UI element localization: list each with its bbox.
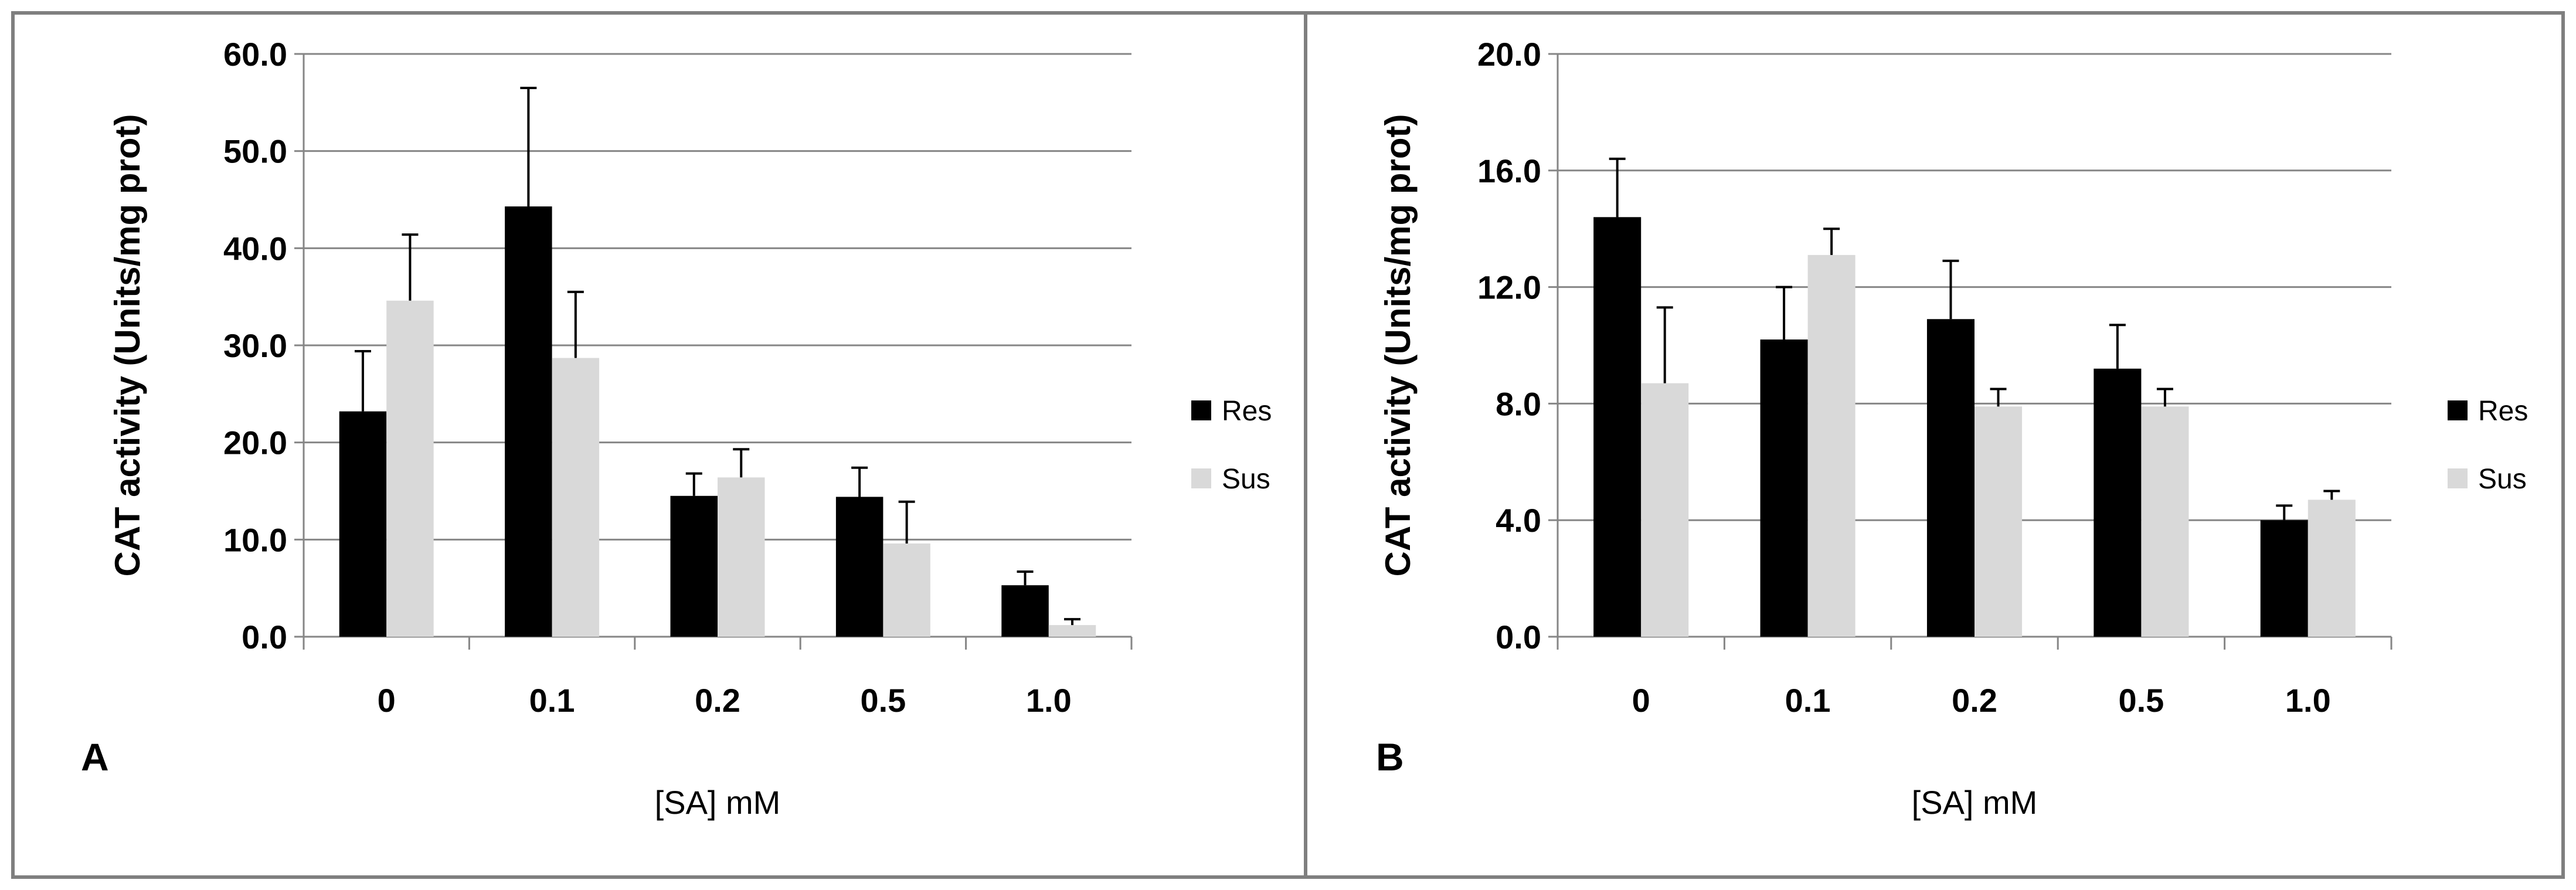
y-tick-label: 10.0	[223, 521, 287, 558]
panel-b: 0.0 4.0 8.0 12.0 16.0 20.0 0 0.1 0.2 0.5 1.0 CAT ac…	[1376, 36, 2528, 821]
bar-sus	[1807, 254, 1855, 637]
y-tick-label: 16.0	[1477, 152, 1541, 189]
x-tick-label: 0.1	[1785, 682, 1831, 719]
bar-res	[1001, 585, 1049, 637]
x-tick-label: 0	[378, 682, 396, 719]
legend-swatch-res	[1191, 400, 1211, 420]
y-tick-label: 60.0	[223, 36, 287, 73]
bar-sus	[2141, 406, 2189, 637]
y-tick-label: 0.0	[242, 619, 287, 655]
y-tick-label: 8.0	[1496, 385, 1541, 422]
bar-sus	[1641, 383, 1689, 637]
x-tick-label: 0.5	[860, 682, 906, 719]
panel-letter: A	[81, 735, 109, 779]
legend-swatch-sus	[1191, 468, 1211, 488]
bar-sus	[1048, 625, 1096, 637]
bar-res	[835, 497, 883, 637]
panel-a: 0.0 10.0 20.0 30.0 40.0 50.0 60.0 0 0.1 0.2 0.5 1.0…	[81, 36, 1272, 821]
legend-label: Sus	[1222, 464, 1270, 495]
figure-frame	[11, 11, 2565, 879]
y-tick-label: 20.0	[223, 424, 287, 461]
y-tick-label: 20.0	[1477, 36, 1541, 73]
bar-sus	[718, 477, 765, 637]
bar-res	[670, 495, 718, 637]
bar-sus	[2307, 500, 2356, 637]
y-tick-label: 0.0	[1496, 619, 1541, 655]
x-tick-label: 0.2	[695, 682, 740, 719]
panel-letter: B	[1376, 735, 1404, 779]
bar-res	[2094, 368, 2142, 637]
legend-label: Res	[2478, 396, 2528, 427]
legend-swatch-res	[2448, 400, 2468, 420]
bar-res	[2260, 520, 2308, 637]
bar-res	[1593, 217, 1642, 637]
bar-sus	[883, 543, 930, 637]
x-axis-title: [SA] mM	[655, 784, 781, 821]
y-tick-label: 4.0	[1496, 502, 1541, 539]
bar-res	[505, 206, 552, 637]
x-tick-label: 0.1	[529, 682, 575, 719]
bar-sus	[1975, 406, 2023, 637]
y-axis-title: CAT activity (Units/mg prot)	[108, 114, 147, 577]
legend-label: Sus	[2478, 464, 2527, 495]
bar-sus	[552, 358, 600, 637]
x-axis-title: [SA] mM	[1912, 784, 2038, 821]
x-tick-label: 0.5	[2118, 682, 2164, 719]
x-tick-label: 0.2	[1952, 682, 1997, 719]
y-axis-title: CAT activity (Units/mg prot)	[1378, 114, 1418, 577]
legend-label: Res	[1222, 396, 1272, 427]
bar-res	[1926, 319, 1975, 637]
y-tick-label: 12.0	[1477, 269, 1541, 306]
x-tick-label: 1.0	[2285, 682, 2331, 719]
bar-sus	[386, 300, 434, 637]
bar-res	[1760, 339, 1808, 637]
legend-swatch-sus	[2448, 468, 2468, 488]
y-tick-label: 30.0	[223, 327, 287, 364]
x-tick-label: 1.0	[1026, 682, 1072, 719]
bar-res	[339, 411, 387, 637]
y-tick-label: 40.0	[223, 230, 287, 267]
x-tick-label: 0	[1632, 682, 1650, 719]
y-tick-label: 50.0	[223, 133, 287, 170]
